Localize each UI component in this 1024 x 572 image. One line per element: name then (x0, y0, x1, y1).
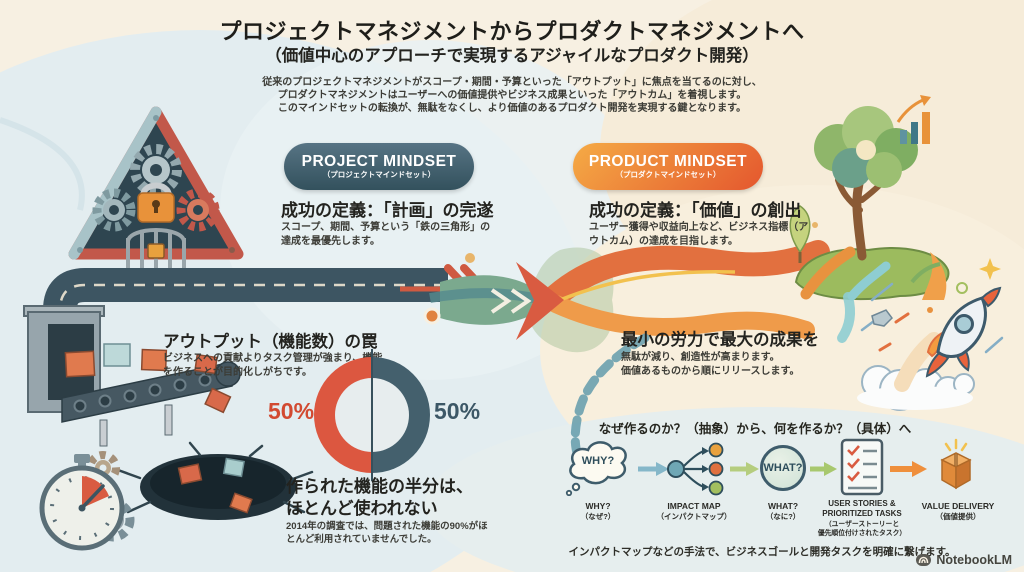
product-mindset-badge-label: PRODUCT MINDSET (588, 153, 748, 170)
why-sub-label: （なぜ?） (580, 512, 616, 521)
dashed-path (570, 333, 650, 461)
output-trap-body: ビジネスへの貢献よりタスク管理が強まり、機能を作ることが目的化しがちです。 (163, 353, 383, 378)
what-label: WHAT? (767, 501, 799, 511)
checklist-icon (840, 438, 884, 501)
project-mindset-badge-label: PROJECT MINDSET (301, 153, 457, 170)
product-mindset-badge-sub: （プロダクトマインドセット） (615, 170, 721, 179)
max-outcome-body: 無駄が減り、創造性が高まります。 価値あるものから順にリリースします。 (621, 351, 861, 378)
donut-left-label: 50% (268, 398, 315, 424)
growth-tree-illustration (789, 106, 968, 343)
delivery-box-icon (932, 438, 980, 497)
what-sub-label: （なに?） (765, 512, 801, 521)
value-delivery-sub-label: （価値提供） (935, 512, 981, 521)
notebooklm-watermark: NotebookLM (915, 552, 1012, 567)
arrow-stories-to-value (888, 460, 928, 483)
arrow-impact-to-what (728, 461, 760, 482)
project-mindset-badge: PROJECT MINDSET （プロジェクトマインドセット） (284, 143, 474, 190)
intro-line-2: プロダクトマネジメントはユーザーへの価値提供やビジネス成果といった「アウトカム」… (277, 90, 747, 101)
flow-heading: なぜ作るのか？（抽象）から、何を作るか？（具体）へ (598, 422, 912, 436)
half-unused-heading-line2: ほとんど使われない (286, 499, 438, 518)
user-stories-sub-label: （ユーザーストーリーと 優先順位付けされたタスク） (810, 520, 914, 538)
user-stories-label: USER STORIES & PRIORITIZED TASKS (814, 499, 910, 519)
user-stories-label-line2: PRIORITIZED TASKS (822, 509, 902, 518)
project-definition-heading: 成功の定義：「計画」の完遂 (281, 201, 494, 220)
half-unused-heading-line1: 作られた機能の半分は、 (286, 477, 473, 496)
max-outcome-body-line2: 価値あるものから順にリリースします。 (621, 365, 800, 377)
user-stories-sub-line2: 優先順位付けされたタスク） (817, 530, 907, 537)
feature-factory-illustration (23, 305, 241, 447)
waste-hole-illustration (116, 441, 314, 520)
impact-map-sub-label: （インパクトマップ） (656, 512, 732, 521)
max-outcome-heading: 最小の労力で最大の成果を (621, 331, 819, 349)
what-circle-icon: WHAT? (760, 445, 806, 491)
max-outcome-body-line1: 無駄が減り、創造性が高まります。 (621, 352, 780, 363)
iron-triangle-warning-icon (68, 106, 244, 268)
product-mindset-badge: PRODUCT MINDSET （プロダクトマインドセット） (573, 143, 763, 190)
value-delivery-label: VALUE DELIVERY (921, 501, 995, 511)
product-definition-body: ユーザー獲得や収益向上など、ビジネス指標（アウトカム）の達成を目指します。 (589, 222, 809, 247)
flow-note: インパクトマップなどの手法で、ビジネスゴールと開発タスクを明確に繋げます。 (568, 546, 956, 558)
product-definition-heading: 成功の定義：「価値」の創出 (589, 201, 802, 220)
project-mindset-badge-sub: （プロジェクトマインドセット） (322, 170, 436, 179)
notebooklm-logo-icon (916, 554, 932, 566)
user-stories-sub-line1: （ユーザーストーリーと (824, 521, 900, 528)
why-cloud-icon: WHY? (562, 438, 634, 497)
arrow-why-to-impact (636, 461, 670, 482)
gate-icon (126, 228, 186, 268)
output-trap-heading: アウトプット（機能数）の罠 (163, 333, 378, 351)
growth-chart-icon (896, 95, 931, 144)
stopwatch-icon (39, 451, 135, 551)
why-bubble-text: WHY? (581, 455, 615, 467)
impact-map-icon (666, 440, 724, 503)
user-stories-label-line1: USER STORIES & (828, 499, 896, 508)
half-unused-body: 2014年の調査では、問題された機能の90%がほとんど利用されていませんでした。 (286, 521, 488, 545)
rocket-launch-illustration (857, 258, 1004, 411)
project-definition-body: スコープ、期間、予算という「鉄の三角形」の達成を最優先します。 (281, 222, 491, 247)
why-label: WHY? (585, 501, 611, 511)
intro-line-1: 従来のプロジェクトマネジメントがスコープ・期間・予算といった「アウトプット」に焦… (262, 77, 762, 88)
merge-flow-illustration (400, 240, 830, 353)
arrow-what-to-stories (808, 461, 838, 482)
what-bubble-text: WHAT? (763, 462, 803, 474)
page-subtitle: （価値中心のアプローチで実現するアジャイルなプロダクト開発） (265, 47, 759, 65)
intro-line-3: このマインドセットの転換が、無駄をなくし、より価値のあるプロダクト開発を実現する… (277, 103, 747, 114)
donut-divider-line (371, 349, 373, 481)
impact-map-label: IMPACT MAP (667, 501, 721, 511)
page-title: プロジェクトマネジメントからプロダクトマネジメントへ (219, 19, 805, 44)
notebooklm-logo-text: NotebookLM (936, 552, 1012, 567)
donut-right-label: 50% (434, 398, 481, 424)
